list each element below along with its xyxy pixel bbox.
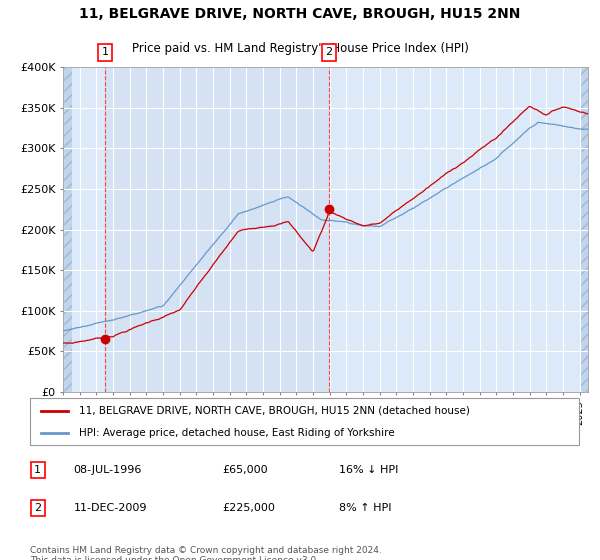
Bar <box>580 67 588 392</box>
Text: 11, BELGRAVE DRIVE, NORTH CAVE, BROUGH, HU15 2NN (detached house): 11, BELGRAVE DRIVE, NORTH CAVE, BROUGH, … <box>79 406 470 416</box>
Text: 1: 1 <box>34 465 41 475</box>
Text: HPI: Average price, detached house, East Riding of Yorkshire: HPI: Average price, detached house, East… <box>79 428 395 438</box>
FancyBboxPatch shape <box>30 398 579 445</box>
Text: Price paid vs. HM Land Registry's House Price Index (HPI): Price paid vs. HM Land Registry's House … <box>131 41 469 54</box>
Text: 11, BELGRAVE DRIVE, NORTH CAVE, BROUGH, HU15 2NN: 11, BELGRAVE DRIVE, NORTH CAVE, BROUGH, … <box>79 7 521 21</box>
Text: £65,000: £65,000 <box>223 465 268 475</box>
Text: £225,000: £225,000 <box>223 503 275 513</box>
Bar <box>63 67 72 392</box>
Text: Contains HM Land Registry data © Crown copyright and database right 2024.
This d: Contains HM Land Registry data © Crown c… <box>30 546 382 560</box>
Text: 16% ↓ HPI: 16% ↓ HPI <box>338 465 398 475</box>
Text: 08-JUL-1996: 08-JUL-1996 <box>74 465 142 475</box>
Text: 8% ↑ HPI: 8% ↑ HPI <box>338 503 391 513</box>
Text: 11-DEC-2009: 11-DEC-2009 <box>74 503 147 513</box>
Text: 2: 2 <box>325 48 332 58</box>
Text: 1: 1 <box>101 48 109 58</box>
Bar <box>105 67 329 392</box>
Text: 2: 2 <box>34 503 41 513</box>
